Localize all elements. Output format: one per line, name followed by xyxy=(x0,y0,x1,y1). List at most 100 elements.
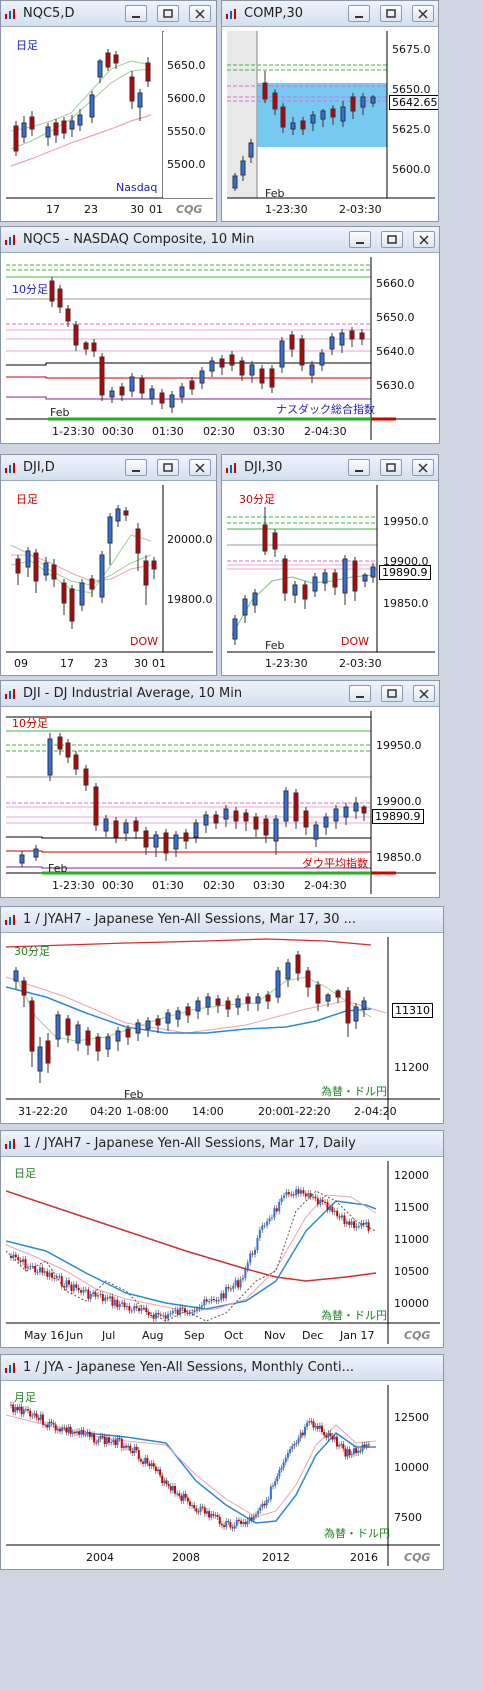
candle-body xyxy=(310,1421,313,1423)
title-bar[interactable]: DJI - DJ Industrial Average, 10 Min xyxy=(1,681,439,707)
title-bar[interactable]: 1 / JYAH7 - Japanese Yen-All Sessions, M… xyxy=(1,907,443,933)
x-tick: Nov xyxy=(264,1329,286,1342)
current-price: 19890.9 xyxy=(372,809,424,824)
candle-body xyxy=(109,1296,112,1299)
close-button[interactable] xyxy=(189,5,211,22)
candle-body xyxy=(61,1427,64,1432)
candle-body xyxy=(38,1267,41,1273)
close-button[interactable] xyxy=(189,459,211,476)
candle-body xyxy=(212,1513,215,1516)
close-button[interactable] xyxy=(413,231,435,248)
maximize-button[interactable] xyxy=(381,685,403,702)
chart-window-nqc5-10min[interactable]: NQC5 - NASDAQ Composite, 10 Min xyxy=(0,226,440,444)
chart-plot[interactable] xyxy=(6,937,440,1120)
chart-body: Feb 5675.0 5650.0 5625.0 5600.0 5642.65 … xyxy=(227,31,438,218)
candle-body xyxy=(331,1436,334,1440)
candle-body xyxy=(218,1516,221,1525)
chart-window-nqc5-daily[interactable]: NQC5,D xyxy=(0,0,217,222)
candle-body xyxy=(26,1266,29,1269)
minimize-button[interactable] xyxy=(348,5,370,22)
title-bar[interactable]: 1 / JYAH7 - Japanese Yen-All Sessions, M… xyxy=(1,1131,443,1157)
candle-body xyxy=(342,1444,345,1449)
chart-window-dji-daily[interactable]: DJI,D xyxy=(0,454,217,676)
minimize-button[interactable] xyxy=(125,459,147,476)
candle-body xyxy=(48,1421,51,1428)
candle-body xyxy=(12,1254,15,1258)
maximize-button[interactable] xyxy=(380,459,402,476)
candle-body xyxy=(154,1466,157,1472)
maximize-button[interactable] xyxy=(381,231,403,248)
maximize-button[interactable] xyxy=(380,5,402,22)
window-title: NQC5 - NASDAQ Composite, 10 Min xyxy=(23,232,255,247)
feb-label: Feb xyxy=(265,187,285,200)
candle-body xyxy=(12,1404,15,1413)
chart-plot[interactable] xyxy=(6,1161,440,1344)
minimize-button[interactable] xyxy=(348,459,370,476)
chart-window-jyah7-30[interactable]: 1 / JYAH7 - Japanese Yen-All Sessions, M… xyxy=(0,906,444,1124)
y-tick: 10000 xyxy=(394,1297,429,1310)
maximize-button[interactable] xyxy=(157,5,179,22)
y-tick: 20000.0 xyxy=(167,533,213,546)
candle-body xyxy=(138,1308,141,1311)
title-bar[interactable]: COMP,30 xyxy=(222,1,438,27)
chart-window-jyah7-daily[interactable]: 1 / JYAH7 - Japanese Yen-All Sessions, M… xyxy=(0,1130,444,1348)
close-button[interactable] xyxy=(413,685,435,702)
candle-body xyxy=(285,1192,288,1196)
candle-body xyxy=(318,1425,321,1429)
minimize-button[interactable] xyxy=(125,5,147,22)
chart-window-dji-30[interactable]: DJI,30 xyxy=(221,454,439,676)
maximize-button[interactable] xyxy=(157,459,179,476)
chart-window-dji-10min[interactable]: DJI - DJ Industrial Average, 10 Min xyxy=(0,680,440,898)
close-button[interactable] xyxy=(412,459,434,476)
candle-body xyxy=(343,1215,346,1224)
title-bar[interactable]: NQC5 - NASDAQ Composite, 10 Min xyxy=(1,227,439,253)
chart-window-jya-monthly[interactable]: 1 / JYA - Japanese Yen-All Sessions, Mon… xyxy=(0,1354,444,1570)
minimize-button[interactable] xyxy=(349,685,371,702)
current-price: 5642.65 xyxy=(389,95,438,110)
candle-body xyxy=(270,1217,273,1219)
chart-plot[interactable] xyxy=(6,485,213,672)
candle-body xyxy=(272,1485,275,1487)
chart-plot[interactable] xyxy=(6,1385,440,1566)
chart-plot[interactable] xyxy=(6,711,436,894)
close-button[interactable] xyxy=(412,5,434,22)
title-bar[interactable]: DJI,D xyxy=(1,455,216,481)
chart-window-comp-30[interactable]: COMP,30 xyxy=(221,0,439,222)
candle-body xyxy=(346,1449,349,1457)
title-bar[interactable]: DJI,30 xyxy=(222,455,438,481)
feb-label: Feb xyxy=(48,862,68,875)
candle-body xyxy=(199,1506,202,1513)
x-tick: 1-22:20 xyxy=(288,1105,331,1118)
instrument-note: ダウ平均指数 xyxy=(302,857,368,870)
candle-body xyxy=(130,1310,133,1312)
chart-plot[interactable] xyxy=(227,485,435,672)
candle-body xyxy=(197,1511,200,1513)
y-tick: 11000 xyxy=(394,1233,429,1246)
candle-body xyxy=(301,1432,304,1436)
candle-body xyxy=(353,1221,356,1228)
candle-body xyxy=(231,1527,234,1529)
chart-body: 30分足 為替・ドル円 Feb 11200 11310 31-22:20 04:… xyxy=(6,937,440,1120)
candle-body xyxy=(307,1193,310,1197)
candle-body xyxy=(289,1449,292,1453)
candle-body xyxy=(232,1285,235,1289)
candle-body xyxy=(43,1271,46,1273)
title-bar[interactable]: NQC5,D xyxy=(1,1,216,27)
candle-body xyxy=(104,1297,107,1302)
candle-body xyxy=(227,1521,230,1523)
x-tick: 2012 xyxy=(262,1551,290,1564)
candle-body xyxy=(36,1272,39,1274)
y-tick: 19950.0 xyxy=(383,515,429,528)
minimize-button[interactable] xyxy=(349,231,371,248)
cqg-logo: CQG xyxy=(404,1551,431,1564)
window-title: DJI,30 xyxy=(244,460,283,475)
candle-body xyxy=(139,1459,142,1462)
chart-plot[interactable] xyxy=(6,31,213,218)
candle-body xyxy=(233,1525,236,1529)
chart-plot[interactable] xyxy=(227,31,435,218)
y-tick: 11500 xyxy=(394,1201,429,1214)
candle-body xyxy=(244,1522,247,1525)
title-bar[interactable]: 1 / JYA - Japanese Yen-All Sessions, Mon… xyxy=(1,1355,443,1381)
candle-body xyxy=(283,1195,286,1198)
chart-plot[interactable] xyxy=(6,257,436,440)
